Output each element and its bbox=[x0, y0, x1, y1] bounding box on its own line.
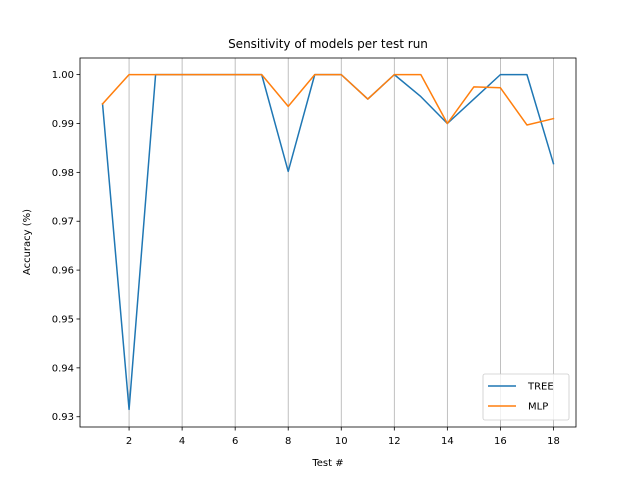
y-tick-label: 0.96 bbox=[52, 266, 74, 277]
y-tick-label: 0.93 bbox=[52, 412, 74, 423]
x-tick-label: 2 bbox=[126, 436, 132, 447]
x-tick-label: 4 bbox=[179, 436, 185, 447]
y-tick-label: 0.94 bbox=[52, 363, 74, 374]
legend-label-tree: TREE bbox=[527, 382, 554, 393]
x-tick-label: 14 bbox=[441, 436, 454, 447]
legend-label-mlp: MLP bbox=[528, 402, 548, 413]
chart-title: Sensitivity of models per test run bbox=[228, 37, 428, 51]
y-tick-label: 0.97 bbox=[52, 217, 74, 228]
y-tick-label: 0.99 bbox=[52, 119, 74, 130]
x-tick-label: 10 bbox=[335, 436, 348, 447]
x-tick-label: 8 bbox=[285, 436, 291, 447]
x-tick-label: 18 bbox=[547, 436, 560, 447]
grid bbox=[128, 58, 554, 427]
legend-box bbox=[482, 373, 570, 421]
x-axis-label: Test # bbox=[311, 458, 343, 469]
series-line-mlp bbox=[101, 73, 555, 126]
y-tick-label: 0.95 bbox=[52, 314, 74, 325]
y-tick-label: 1.00 bbox=[52, 70, 74, 81]
series-lines bbox=[101, 73, 555, 411]
x-tick-label: 6 bbox=[232, 436, 238, 447]
y-tick-label: 0.98 bbox=[52, 168, 74, 179]
x-tick-label: 12 bbox=[388, 436, 401, 447]
x-tick-label: 16 bbox=[494, 436, 507, 447]
legend: TREE MLP bbox=[482, 373, 570, 421]
y-axis-ticks: 0.93 0.94 0.95 0.96 0.97 0.98 0.99 1.00 bbox=[52, 70, 80, 423]
plot-frame bbox=[79, 57, 577, 428]
y-axis-label: Accuracy (%) bbox=[22, 209, 33, 275]
x-axis-ticks: 2 4 6 8 10 12 14 16 18 bbox=[126, 427, 560, 447]
